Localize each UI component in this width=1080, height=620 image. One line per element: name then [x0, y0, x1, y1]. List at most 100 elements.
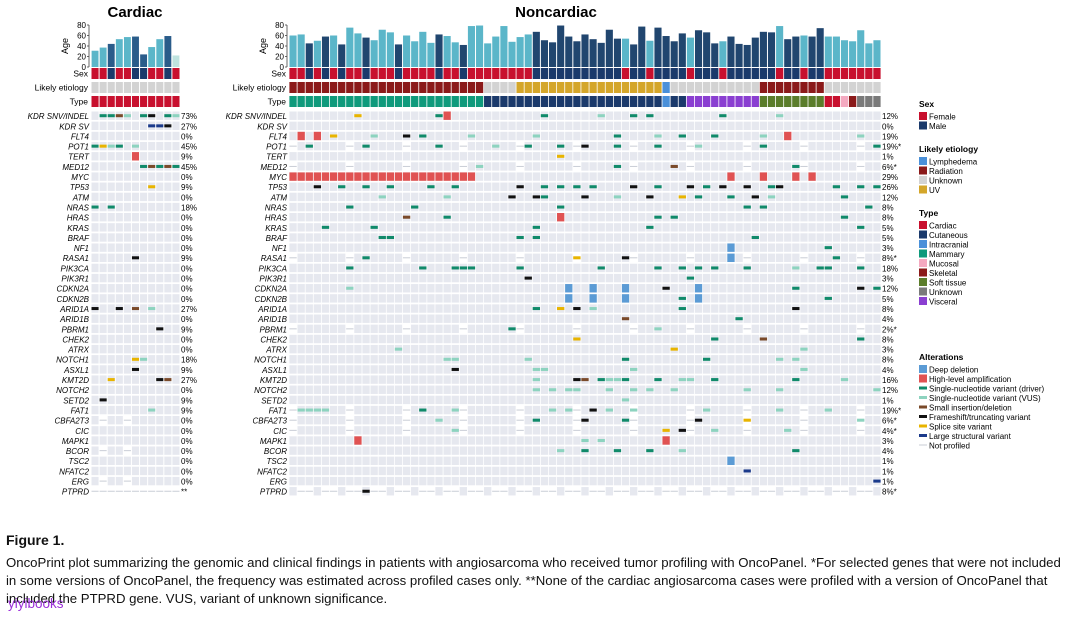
alteration-mark — [148, 124, 156, 128]
grid-cell — [630, 213, 638, 222]
alteration-mark — [840, 215, 849, 219]
grid-cell — [313, 273, 322, 283]
grid-cell — [475, 446, 484, 455]
age-axis-label: Age — [258, 38, 268, 54]
grid-cell — [459, 385, 468, 394]
grid-cell — [638, 344, 646, 354]
grid-cell — [99, 263, 107, 273]
grid-cell — [670, 355, 678, 364]
grid-cell — [148, 294, 156, 303]
grid-cell — [767, 416, 776, 425]
watermark-link[interactable]: yiyibooks — [8, 596, 64, 611]
grid-cell — [305, 243, 313, 252]
grid-cell — [832, 395, 841, 405]
grid-cell — [792, 141, 800, 151]
grid-cell — [346, 192, 354, 202]
grid-cell — [775, 304, 784, 313]
grid-cell — [686, 446, 695, 455]
grid-cell — [427, 141, 435, 151]
grid-cell — [500, 182, 508, 191]
alteration-mark — [792, 172, 800, 181]
alteration-mark — [305, 172, 313, 181]
grid-cell — [832, 213, 841, 222]
grid-cell — [548, 162, 557, 171]
grid-cell — [775, 213, 784, 222]
grid-cell — [386, 436, 395, 445]
grid-cell — [613, 182, 622, 191]
grid-cell — [500, 476, 508, 486]
grid-cell — [435, 365, 443, 374]
alteration-mark — [751, 195, 759, 199]
grid-cell — [565, 416, 573, 425]
grid-cell — [532, 162, 540, 171]
noncardiac-frequency: 1% — [882, 467, 894, 476]
grid-cell — [832, 344, 841, 354]
grid-cell — [386, 466, 395, 476]
grid-cell — [532, 456, 540, 465]
grid-cell — [824, 487, 832, 496]
grid-cell — [115, 324, 123, 334]
grid-cell — [321, 121, 330, 131]
grid-cell — [694, 334, 703, 344]
grid-cell — [467, 466, 476, 476]
grid-cell — [646, 233, 654, 242]
grid-cell — [427, 213, 435, 222]
grid-cell — [475, 202, 484, 212]
grid-cell — [378, 243, 386, 252]
type-cell — [459, 96, 468, 107]
grid-cell — [362, 405, 370, 415]
grid-cell — [532, 426, 540, 435]
grid-cell — [402, 344, 411, 354]
grid-cell — [289, 202, 297, 212]
grid-cell — [540, 284, 549, 293]
grid-cell — [91, 334, 99, 344]
gene-label: SETD2 — [63, 396, 89, 405]
grid-cell — [484, 294, 492, 303]
grid-cell — [646, 273, 654, 283]
grid-cell — [589, 375, 597, 384]
grid-cell — [662, 202, 670, 212]
grid-cell — [873, 355, 881, 364]
grid-cell — [313, 395, 322, 405]
grid-cell — [411, 324, 419, 334]
grid-cell — [451, 273, 459, 283]
grid-cell — [532, 436, 540, 445]
grid-cell — [840, 233, 849, 242]
grid-cell — [581, 202, 589, 212]
grid-cell — [597, 121, 605, 131]
grid-cell — [362, 213, 370, 222]
grid-cell — [808, 162, 816, 171]
grid-cell — [865, 294, 873, 303]
age-bar — [107, 43, 115, 67]
grid-cell — [508, 426, 516, 435]
grid-cell — [172, 466, 180, 476]
grid-cell — [662, 355, 670, 364]
grid-cell — [557, 426, 565, 435]
grid-cell — [419, 446, 427, 455]
grid-cell — [346, 233, 354, 242]
grid-cell — [873, 243, 881, 252]
grid-cell — [123, 324, 131, 334]
grid-cell — [686, 314, 695, 323]
gene-label: MAPK1 — [260, 437, 287, 446]
grid-cell — [557, 487, 565, 496]
grid-cell — [156, 243, 164, 252]
type-cell — [123, 96, 131, 107]
grid-cell — [775, 426, 784, 435]
grid-cell — [613, 385, 622, 394]
grid-cell — [832, 152, 841, 161]
alteration-mark — [402, 172, 411, 181]
sex-cell — [816, 68, 824, 79]
etiology-cell — [743, 82, 751, 93]
grid-cell — [630, 284, 638, 293]
grid-cell — [164, 182, 172, 191]
grid-cell — [621, 172, 630, 181]
grid-cell — [148, 416, 156, 425]
grid-cell — [451, 416, 459, 425]
grid-cell — [402, 355, 411, 364]
grid-cell — [346, 273, 354, 283]
grid-cell — [156, 233, 164, 242]
grid-cell — [467, 334, 476, 344]
cardiac-frequency: 0% — [181, 447, 193, 456]
grid-cell — [115, 213, 123, 222]
